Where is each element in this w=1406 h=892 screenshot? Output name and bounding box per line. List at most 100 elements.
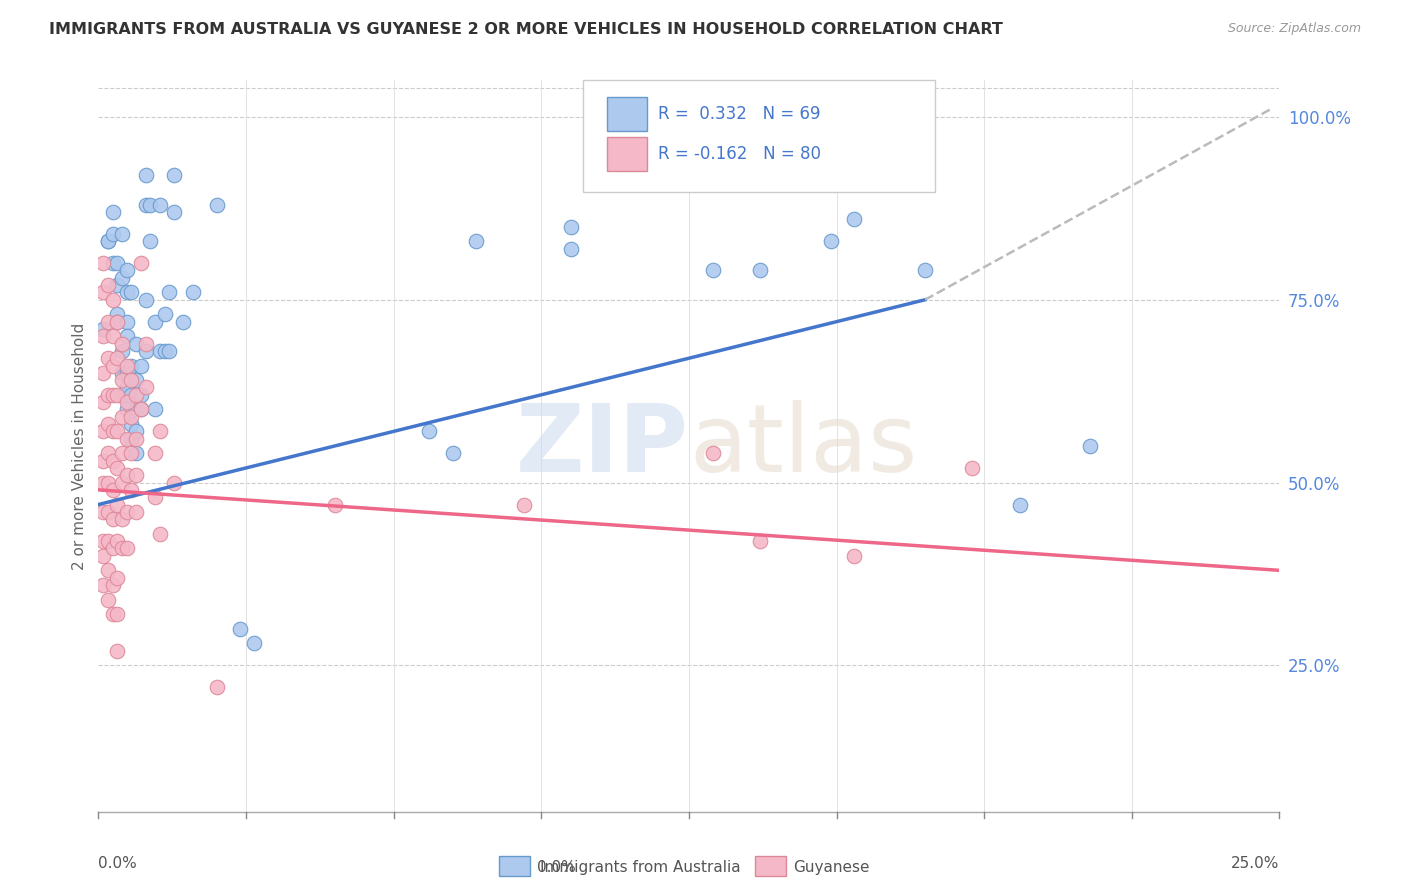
Point bbox=[97, 417, 120, 431]
Point bbox=[115, 329, 138, 343]
Point bbox=[149, 526, 172, 541]
Point bbox=[115, 402, 138, 417]
Point bbox=[121, 359, 143, 373]
Point bbox=[129, 402, 152, 417]
Point bbox=[111, 366, 134, 380]
Point bbox=[1008, 498, 1031, 512]
Text: IMMIGRANTS FROM AUSTRALIA VS GUYANESE 2 OR MORE VEHICLES IN HOUSEHOLD CORRELATIO: IMMIGRANTS FROM AUSTRALIA VS GUYANESE 2 … bbox=[49, 22, 1002, 37]
Point bbox=[101, 256, 124, 270]
Point bbox=[101, 329, 124, 343]
Point bbox=[105, 461, 128, 475]
Point bbox=[97, 234, 120, 248]
Point bbox=[105, 607, 128, 622]
Point bbox=[125, 425, 148, 439]
Text: 0.0%: 0.0% bbox=[537, 860, 576, 874]
Point bbox=[844, 549, 866, 563]
Point bbox=[129, 402, 152, 417]
Point bbox=[115, 380, 138, 394]
Text: Source: ZipAtlas.com: Source: ZipAtlas.com bbox=[1227, 22, 1361, 36]
Text: 25.0%: 25.0% bbox=[1232, 855, 1279, 871]
Point bbox=[97, 563, 120, 577]
Point bbox=[91, 549, 114, 563]
Text: atlas: atlas bbox=[689, 400, 917, 492]
Point bbox=[125, 336, 148, 351]
Point bbox=[115, 432, 138, 446]
Point bbox=[121, 417, 143, 431]
Point bbox=[105, 498, 128, 512]
Point bbox=[91, 505, 114, 519]
Point bbox=[560, 242, 582, 256]
Point bbox=[135, 197, 157, 211]
Point bbox=[97, 315, 120, 329]
Point bbox=[91, 534, 114, 549]
Point bbox=[465, 234, 488, 248]
Point bbox=[121, 483, 143, 497]
Point bbox=[115, 468, 138, 483]
Point bbox=[91, 329, 114, 343]
Point bbox=[143, 446, 166, 460]
Point bbox=[153, 307, 176, 321]
Point bbox=[97, 234, 120, 248]
Point bbox=[115, 263, 138, 277]
Point bbox=[135, 169, 157, 183]
Point bbox=[101, 227, 124, 241]
Point bbox=[115, 366, 138, 380]
Point bbox=[135, 380, 157, 394]
Point bbox=[914, 263, 936, 277]
Point bbox=[962, 461, 984, 475]
Point bbox=[143, 490, 166, 504]
Point bbox=[101, 359, 124, 373]
Point bbox=[129, 359, 152, 373]
Text: R = -0.162   N = 80: R = -0.162 N = 80 bbox=[658, 145, 821, 163]
Point bbox=[121, 285, 143, 300]
Point bbox=[149, 197, 172, 211]
Point bbox=[105, 315, 128, 329]
Point bbox=[129, 256, 152, 270]
Point bbox=[115, 285, 138, 300]
Point bbox=[101, 512, 124, 526]
Point bbox=[115, 541, 138, 556]
Point bbox=[125, 468, 148, 483]
Point bbox=[121, 446, 143, 460]
Point bbox=[205, 681, 228, 695]
Point bbox=[97, 388, 120, 402]
Point bbox=[101, 205, 124, 219]
Point bbox=[97, 278, 120, 293]
Point bbox=[97, 534, 120, 549]
Point bbox=[115, 315, 138, 329]
Point bbox=[135, 336, 157, 351]
Point bbox=[111, 512, 134, 526]
Point bbox=[111, 270, 134, 285]
Point bbox=[105, 534, 128, 549]
Point bbox=[143, 402, 166, 417]
Text: Guyanese: Guyanese bbox=[793, 860, 869, 874]
Point bbox=[143, 315, 166, 329]
Point bbox=[91, 475, 114, 490]
Point bbox=[101, 425, 124, 439]
Point bbox=[91, 425, 114, 439]
Point bbox=[418, 425, 440, 439]
Y-axis label: 2 or more Vehicles in Household: 2 or more Vehicles in Household bbox=[72, 322, 87, 570]
Point bbox=[512, 498, 534, 512]
Point bbox=[105, 351, 128, 366]
Text: ZIP: ZIP bbox=[516, 400, 689, 492]
Point bbox=[135, 293, 157, 307]
Point bbox=[97, 592, 120, 607]
Point bbox=[205, 197, 228, 211]
Point bbox=[111, 373, 134, 387]
Point bbox=[97, 446, 120, 460]
Point bbox=[125, 373, 148, 387]
Point bbox=[111, 227, 134, 241]
Point bbox=[139, 197, 162, 211]
Point bbox=[111, 409, 134, 424]
Point bbox=[91, 578, 114, 592]
Point bbox=[105, 425, 128, 439]
Point bbox=[163, 205, 186, 219]
Text: Immigrants from Australia: Immigrants from Australia bbox=[540, 860, 741, 874]
Point bbox=[157, 285, 180, 300]
Point bbox=[163, 169, 186, 183]
Point bbox=[181, 285, 204, 300]
Point bbox=[91, 453, 114, 467]
Point bbox=[1080, 439, 1102, 453]
Point bbox=[121, 373, 143, 387]
